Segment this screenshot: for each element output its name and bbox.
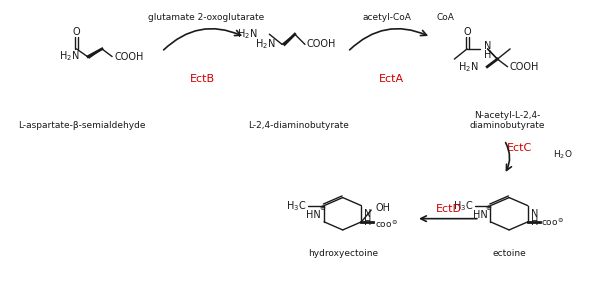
Text: COOH: COOH bbox=[509, 62, 539, 72]
Text: OH: OH bbox=[375, 203, 390, 213]
Text: H: H bbox=[364, 217, 371, 227]
Text: H$_2$N: H$_2$N bbox=[458, 60, 478, 74]
Text: H$_3$C: H$_3$C bbox=[286, 199, 307, 213]
Text: ectoine: ectoine bbox=[492, 249, 526, 257]
Text: EctC: EctC bbox=[507, 143, 532, 153]
Text: coo$^\mathregular{\ominus}$: coo$^\mathregular{\ominus}$ bbox=[375, 218, 398, 230]
Text: ⊕: ⊕ bbox=[485, 205, 491, 211]
Text: N: N bbox=[531, 208, 538, 219]
Text: L-aspartate-β-semialdehyde: L-aspartate-β-semialdehyde bbox=[17, 121, 145, 130]
Text: HN: HN bbox=[473, 210, 488, 220]
Text: EctD: EctD bbox=[436, 204, 461, 214]
Text: EctB: EctB bbox=[190, 74, 215, 84]
Text: H: H bbox=[531, 217, 538, 227]
Text: coo$^\mathregular{\ominus}$: coo$^\mathregular{\ominus}$ bbox=[541, 216, 565, 228]
Text: N: N bbox=[484, 41, 491, 51]
Text: N: N bbox=[364, 208, 371, 219]
Text: H$_2$N: H$_2$N bbox=[255, 37, 275, 51]
Text: H: H bbox=[484, 50, 491, 60]
Text: COOH: COOH bbox=[307, 40, 336, 49]
Text: ⊕: ⊕ bbox=[319, 205, 325, 211]
Text: glutamate 2-oxoglutarate: glutamate 2-oxoglutarate bbox=[148, 13, 264, 22]
Text: acetyl-CoA: acetyl-CoA bbox=[362, 13, 411, 22]
Text: N-acetyl-L-2,4-
diaminobutyrate: N-acetyl-L-2,4- diaminobutyrate bbox=[469, 111, 545, 130]
Text: H$_2$N: H$_2$N bbox=[59, 50, 79, 64]
Text: O: O bbox=[73, 27, 80, 37]
Text: HN: HN bbox=[307, 210, 321, 220]
Text: hydroxyectoine: hydroxyectoine bbox=[308, 249, 378, 257]
Text: COOH: COOH bbox=[114, 52, 143, 61]
Text: EctA: EctA bbox=[379, 74, 404, 84]
Text: L-2,4-diaminobutyrate: L-2,4-diaminobutyrate bbox=[248, 121, 349, 130]
Text: H$_2$N: H$_2$N bbox=[238, 27, 258, 41]
Text: CoA: CoA bbox=[437, 13, 454, 22]
Text: H$_2$O: H$_2$O bbox=[553, 148, 573, 161]
Text: H$_3$C: H$_3$C bbox=[452, 199, 473, 213]
Text: O: O bbox=[463, 27, 471, 37]
